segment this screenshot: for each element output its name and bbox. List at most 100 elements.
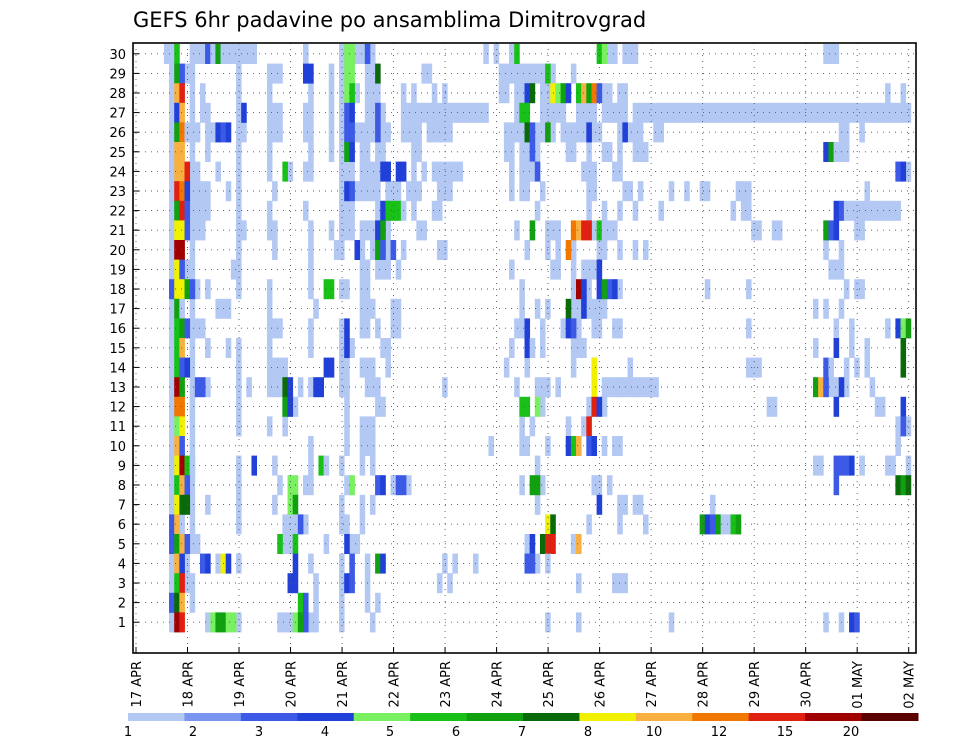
heatmap-cell — [349, 200, 355, 221]
heatmap-cell — [179, 396, 185, 417]
heatmap-cell — [359, 181, 366, 202]
heatmap-cell — [169, 357, 175, 378]
heatmap-cell — [349, 122, 355, 143]
heatmap-cell — [308, 436, 314, 456]
heatmap-cell — [447, 573, 453, 594]
heatmap-cell — [189, 494, 196, 515]
heatmap-cell — [369, 494, 376, 515]
heatmap-cell — [529, 142, 536, 162]
heatmap-cell — [205, 279, 211, 300]
heatmap-cell — [344, 279, 350, 300]
heatmap-cell — [297, 592, 304, 613]
heatmap-cell — [344, 436, 350, 456]
heatmap-cell — [849, 612, 855, 633]
heatmap-cell — [390, 240, 397, 260]
heatmap-cell — [715, 514, 721, 535]
heatmap-cell — [612, 377, 618, 398]
heatmap-cell — [895, 436, 901, 456]
y-tick-label: 17 — [109, 303, 126, 318]
x-tick-label: 30 APR — [800, 661, 815, 707]
heatmap-cell — [488, 436, 494, 456]
heatmap-cell — [859, 200, 865, 221]
heatmap-cell — [189, 161, 196, 182]
heatmap-cell — [591, 122, 598, 143]
heatmap-cell — [236, 416, 242, 437]
heatmap-cell — [570, 318, 577, 339]
colorbar-swatch — [466, 713, 524, 721]
heatmap-cell — [529, 475, 536, 496]
heatmap-cell — [493, 44, 500, 64]
heatmap-cell — [359, 318, 366, 339]
heatmap-cell — [447, 161, 453, 182]
heatmap-cell — [375, 259, 381, 280]
heatmap-cell — [369, 612, 376, 633]
heatmap-cell — [411, 83, 417, 104]
y-tick-label: 29 — [109, 67, 126, 82]
heatmap-cell — [308, 142, 314, 162]
heatmap-cell — [591, 318, 598, 339]
heatmap-cell — [189, 122, 196, 143]
heatmap-cell — [735, 181, 742, 202]
heatmap-cell — [323, 279, 330, 300]
heatmap-cell — [570, 279, 577, 300]
heatmap-cell — [421, 63, 428, 84]
heatmap-cell — [236, 200, 242, 221]
heatmap-cell — [411, 102, 417, 123]
heatmap-cell — [761, 102, 768, 123]
chart-title: GEFS 6hr padavine po ansamblima Dimitrov… — [133, 8, 646, 32]
heatmap-cell — [318, 455, 324, 476]
heatmap-cell — [359, 494, 366, 515]
colorbar-swatch — [297, 713, 355, 721]
heatmap-cell — [302, 122, 309, 143]
heatmap-cell — [385, 220, 391, 241]
heatmap-cell — [194, 318, 201, 339]
heatmap-cell — [498, 63, 505, 84]
heatmap-cell — [699, 181, 706, 202]
heatmap-cell — [174, 102, 180, 123]
heatmap-cell — [174, 200, 180, 221]
heatmap-cell — [169, 534, 175, 554]
heatmap-cell — [282, 377, 288, 398]
heatmap-cell — [885, 83, 891, 104]
colorbar-label: 1 — [124, 725, 132, 740]
heatmap-cell — [859, 122, 865, 143]
heatmap-cell — [313, 377, 319, 398]
colorbar-swatch — [240, 713, 298, 721]
heatmap-cell — [369, 377, 376, 398]
heatmap-cell — [359, 298, 366, 319]
heatmap-cell — [395, 200, 402, 221]
heatmap-cell — [189, 200, 196, 221]
x-tick-label: 20 APR — [285, 661, 300, 707]
heatmap-cell — [895, 102, 901, 123]
heatmap-cell — [369, 44, 376, 64]
heatmap-cell — [179, 318, 185, 339]
heatmap-cell — [349, 161, 355, 182]
heatmap-cell — [601, 436, 608, 456]
heatmap-cell — [503, 142, 510, 162]
heatmap-cell — [354, 44, 361, 64]
heatmap-cell — [308, 455, 314, 476]
heatmap-cell — [905, 455, 912, 476]
heatmap-cell — [169, 573, 175, 594]
heatmap-cell — [179, 338, 185, 358]
y-tick-label: 14 — [109, 361, 126, 376]
y-tick-label: 6 — [118, 518, 126, 533]
heatmap-cell — [514, 377, 520, 398]
heatmap-cell — [843, 142, 850, 162]
heatmap-cell — [431, 83, 438, 104]
heatmap-cell — [411, 142, 417, 162]
heatmap-cell — [905, 416, 912, 437]
heatmap-cell — [606, 44, 613, 64]
heatmap-cell — [225, 338, 232, 358]
heatmap-cell — [174, 240, 180, 260]
heatmap-cell — [478, 102, 484, 123]
heatmap-cell — [179, 494, 185, 515]
heatmap-cell — [895, 318, 901, 339]
heatmap-cell — [302, 592, 309, 613]
heatmap-cell — [519, 83, 525, 104]
heatmap-cell — [833, 377, 840, 398]
heatmap-cell — [272, 455, 278, 476]
heatmap-cell — [179, 436, 185, 456]
heatmap-cell — [344, 63, 350, 84]
